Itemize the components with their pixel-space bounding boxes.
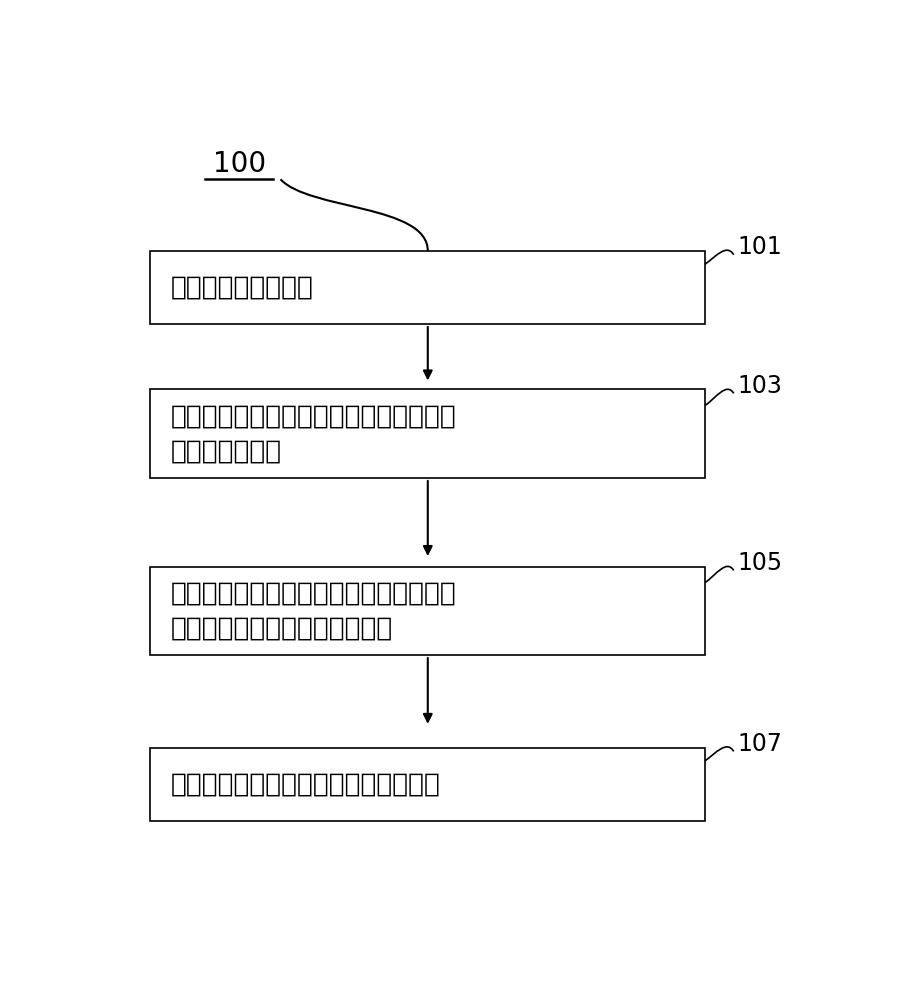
- Bar: [151, 251, 705, 324]
- Text: 基于第二组工艺数据制作壳状牙科器械: 基于第二组工艺数据制作壳状牙科器械: [170, 771, 440, 797]
- Text: 100: 100: [213, 150, 266, 178]
- Text: 103: 103: [737, 374, 782, 398]
- Text: 获取第一组工艺数据: 获取第一组工艺数据: [170, 274, 313, 300]
- Text: 105: 105: [737, 551, 782, 575]
- Bar: [151, 748, 705, 821]
- Text: 107: 107: [737, 732, 782, 756]
- Text: 基于第一壳状牙科器械几何形态修改第一
组工艺数据得到第二组工艺数据: 基于第一壳状牙科器械几何形态修改第一 组工艺数据得到第二组工艺数据: [170, 580, 456, 641]
- Text: 101: 101: [737, 235, 782, 259]
- Bar: [151, 389, 705, 478]
- Bar: [151, 567, 705, 655]
- Text: 基于第一组工艺数据计算获得第一壳状牙
科器械几何形态: 基于第一组工艺数据计算获得第一壳状牙 科器械几何形态: [170, 403, 456, 464]
